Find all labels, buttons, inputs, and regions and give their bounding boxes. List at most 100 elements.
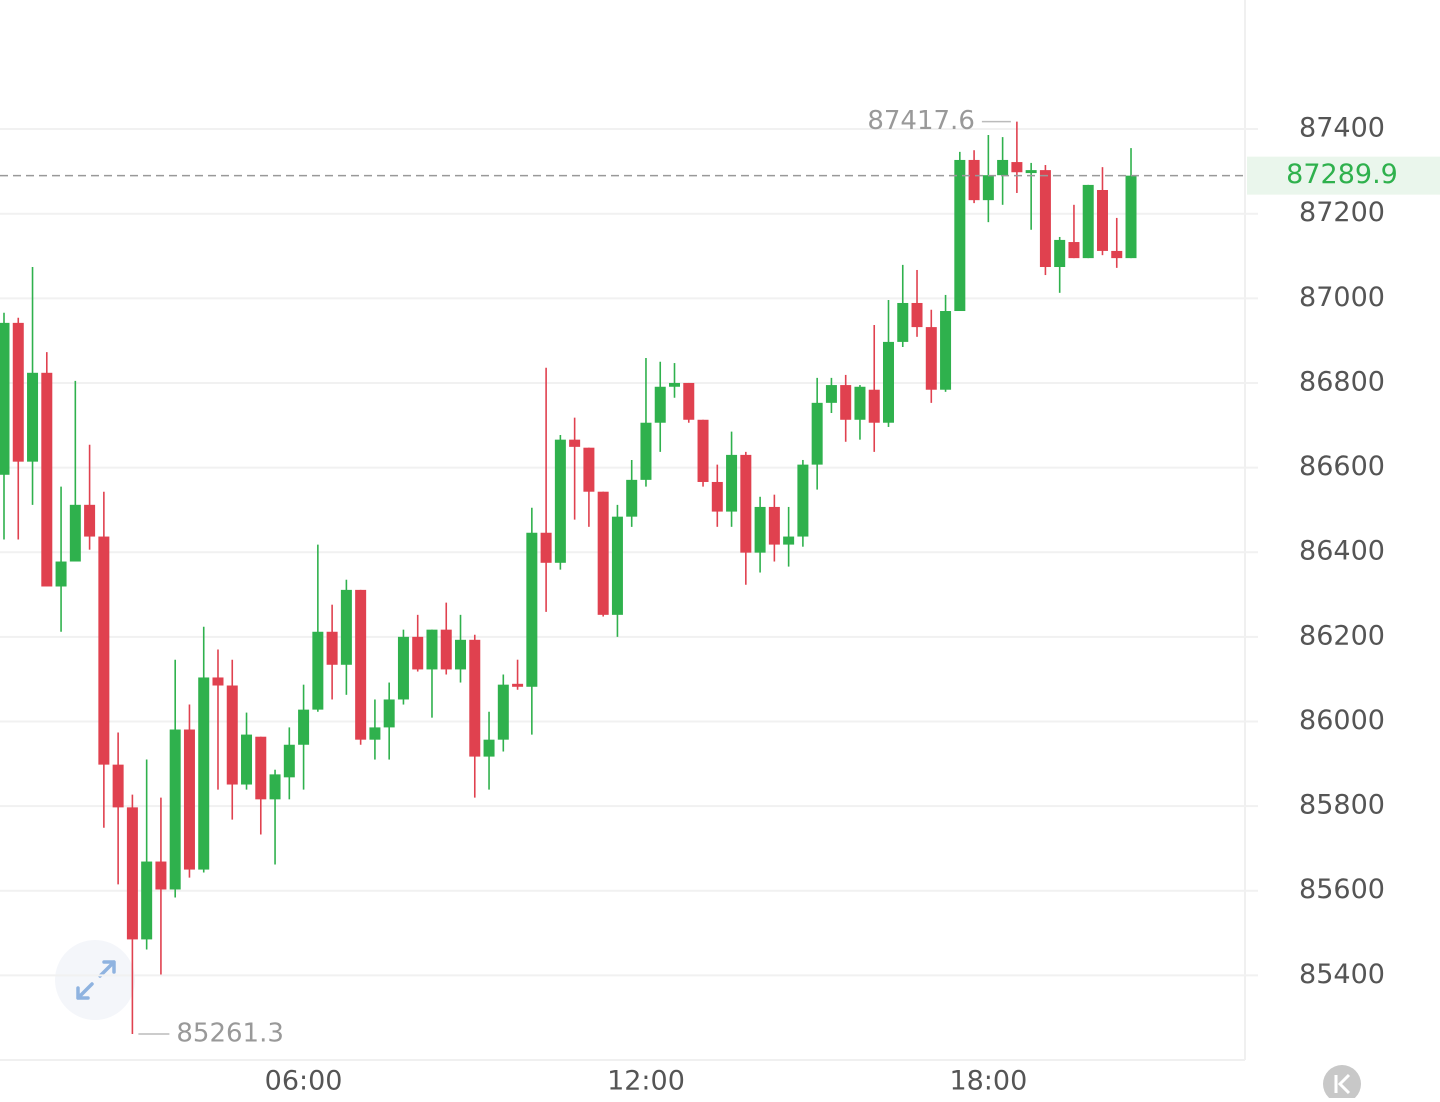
candle-body xyxy=(269,774,281,800)
candle-body xyxy=(868,389,880,423)
candle-body xyxy=(1068,242,1080,259)
candle-body xyxy=(383,699,395,728)
candle-body xyxy=(968,159,980,201)
candle-body xyxy=(997,159,1009,176)
candle-body xyxy=(1011,162,1023,173)
expand-button[interactable] xyxy=(55,940,135,1020)
candle-body xyxy=(611,516,623,615)
candle-body xyxy=(1111,250,1123,259)
expand-icon[interactable] xyxy=(76,960,116,1000)
candle-body xyxy=(155,861,167,890)
candle-body xyxy=(683,382,695,420)
candle-body xyxy=(554,439,566,563)
candle-body xyxy=(1125,175,1137,259)
candle-body xyxy=(483,739,495,757)
candle-body xyxy=(740,454,752,553)
candle-body xyxy=(754,506,766,553)
candle-body xyxy=(412,636,424,670)
candle-body xyxy=(112,764,124,808)
candle-body xyxy=(897,302,909,342)
expand-button-bg[interactable] xyxy=(55,940,135,1020)
candle-body xyxy=(640,422,652,480)
candle-body xyxy=(198,677,210,870)
x-tick-label: 06:00 xyxy=(265,1066,343,1097)
candle-body xyxy=(982,175,994,201)
candle-body xyxy=(811,402,823,465)
candle-body xyxy=(312,631,324,710)
candle-body xyxy=(797,464,809,537)
candle-body xyxy=(69,504,81,562)
candle-body xyxy=(854,386,866,420)
candle-body xyxy=(597,491,609,615)
last-price-bg xyxy=(1247,156,1440,195)
candle-body xyxy=(882,341,894,423)
candle-body xyxy=(1096,189,1108,251)
candle-body xyxy=(241,734,253,785)
candle-body xyxy=(654,386,666,423)
candle-body xyxy=(0,322,10,475)
candle-body xyxy=(925,327,937,390)
candle-body xyxy=(840,385,852,420)
y-tick-label: 87000 xyxy=(1299,282,1385,313)
candle-body xyxy=(697,419,709,482)
y-tick-label: 86800 xyxy=(1299,366,1385,397)
candle-body xyxy=(369,727,381,740)
candle-body xyxy=(84,504,96,537)
candle-body xyxy=(1082,184,1094,259)
candle-body xyxy=(397,636,409,700)
candle-body xyxy=(726,454,738,512)
min-label: 85261.3 xyxy=(176,1019,284,1049)
candle-body xyxy=(911,302,923,328)
candle-body xyxy=(711,481,723,512)
candle-body xyxy=(183,729,195,870)
candle-body xyxy=(41,372,53,587)
candle-body xyxy=(783,536,795,545)
candle-body xyxy=(540,532,552,563)
candle-body xyxy=(469,639,481,757)
y-tick-label: 85800 xyxy=(1299,790,1385,821)
x-tick-label: 18:00 xyxy=(949,1066,1027,1097)
candle-body xyxy=(12,322,24,462)
candle-body xyxy=(1025,170,1037,174)
x-tick-label: 12:00 xyxy=(607,1066,685,1097)
candle-body xyxy=(426,629,438,670)
collapse-icon[interactable] xyxy=(1334,1073,1351,1095)
last-price-label: 87289.9 xyxy=(1286,159,1398,190)
candle-body xyxy=(497,684,509,740)
y-tick-label: 86400 xyxy=(1299,536,1385,567)
candle-body xyxy=(126,807,138,940)
candle-body xyxy=(169,729,181,890)
candle-body xyxy=(355,589,367,740)
candle-body xyxy=(326,631,338,665)
candle-body xyxy=(940,311,952,390)
y-tick-label: 85600 xyxy=(1299,874,1385,905)
candle-body xyxy=(283,744,295,778)
candle-body xyxy=(583,447,595,492)
candle-body xyxy=(98,536,110,765)
candle-body xyxy=(954,159,966,312)
y-tick-label: 86000 xyxy=(1299,705,1385,736)
candle-body xyxy=(340,589,352,665)
candle-body xyxy=(298,709,310,745)
candle-body xyxy=(212,677,224,686)
y-tick-label: 87200 xyxy=(1299,197,1385,228)
candle-body xyxy=(626,479,638,517)
candle-body xyxy=(141,861,153,940)
y-tick-label: 85400 xyxy=(1299,959,1385,990)
candle-body xyxy=(526,532,538,687)
candle-body xyxy=(1054,239,1066,268)
max-label: 87417.6 xyxy=(867,106,975,136)
candle-body xyxy=(1039,170,1051,268)
candle-body xyxy=(768,506,780,545)
candle-body xyxy=(569,439,581,447)
candle-body xyxy=(455,639,467,670)
candle-body xyxy=(226,685,238,785)
candle-body xyxy=(825,385,837,403)
collapse-button[interactable] xyxy=(1323,1065,1361,1102)
candle-body xyxy=(669,382,681,387)
candle-body xyxy=(512,683,524,687)
y-tick-label: 86200 xyxy=(1299,620,1385,651)
y-tick-label: 86600 xyxy=(1299,451,1385,482)
